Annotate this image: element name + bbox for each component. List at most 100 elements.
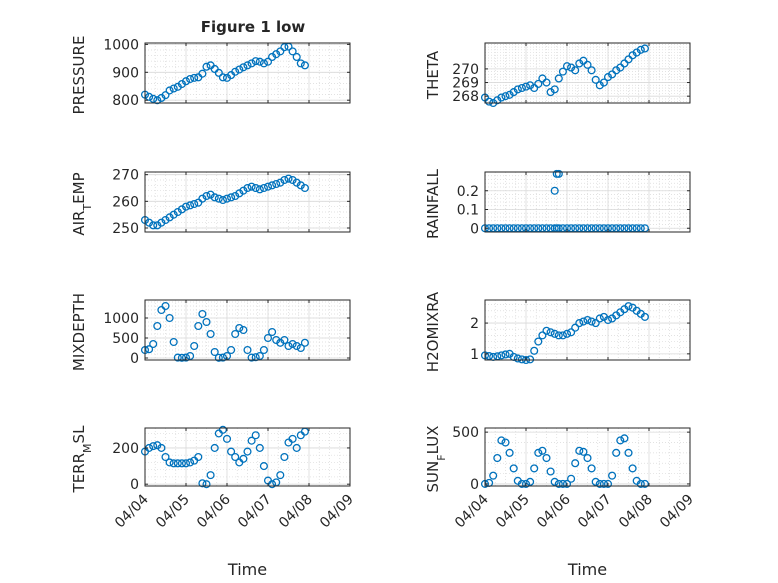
data-point: [493, 453, 502, 463]
y-tick-label: 0: [470, 221, 479, 237]
data-point: [550, 186, 559, 195]
data-point: [157, 305, 166, 315]
data-point: [280, 452, 289, 462]
data-point: [624, 302, 633, 311]
data-point: [288, 434, 297, 443]
data-point: [591, 75, 600, 84]
y-axis-label: TERRMSL: [70, 425, 94, 494]
data-point: [173, 207, 182, 217]
data-point: [153, 96, 162, 105]
data-point: [567, 328, 576, 337]
data-point: [165, 313, 174, 323]
data-point: [300, 183, 309, 193]
y-tick-label: 500: [112, 331, 139, 347]
data-point: [583, 315, 592, 325]
data-point: [534, 448, 543, 457]
data-point: [181, 77, 191, 86]
y-tick-label: 2: [470, 316, 479, 332]
data-point: [296, 181, 305, 190]
data-point: [194, 198, 203, 207]
data-point: [198, 194, 207, 203]
data-point: [567, 474, 576, 483]
data-point: [268, 181, 277, 190]
data-point: [149, 94, 158, 103]
data-point: [554, 479, 563, 488]
data-point: [501, 350, 510, 359]
data-point: [227, 345, 236, 355]
data-point: [558, 479, 567, 488]
data-point: [284, 174, 293, 183]
data-point: [251, 353, 260, 362]
y-axis-label: SUNFLUX: [424, 426, 448, 493]
data-point: [165, 458, 174, 467]
data-point: [165, 213, 174, 222]
data-point: [538, 74, 547, 83]
data-point: [591, 319, 600, 328]
data-point: [284, 341, 293, 351]
data-point: [259, 59, 268, 68]
data-point: [247, 436, 256, 445]
data-point: [235, 65, 244, 74]
data-point: [231, 67, 240, 76]
data-point: [243, 345, 252, 355]
data-point: [165, 86, 174, 95]
data-point: [587, 464, 596, 473]
data-point: [620, 59, 629, 68]
data-point: [489, 471, 498, 480]
y-tick-label: 500: [452, 425, 479, 441]
data-point: [255, 443, 264, 452]
data-point: [251, 183, 260, 193]
data-point: [575, 319, 584, 328]
data-point: [534, 337, 543, 346]
data-point: [292, 341, 301, 351]
data-point: [288, 47, 297, 56]
data-point: [255, 351, 264, 361]
data-point: [239, 63, 248, 72]
data-point: [608, 70, 617, 79]
y-tick-label: 1000: [103, 37, 139, 53]
data-point: [222, 194, 232, 203]
data-point: [599, 78, 608, 87]
data-point: [640, 44, 649, 53]
plot-area: [485, 428, 690, 486]
data-point: [583, 60, 592, 69]
x-axis-label: Time: [227, 560, 267, 579]
data-point: [169, 84, 178, 93]
data-point: [202, 62, 211, 71]
data-point: [206, 190, 215, 199]
data-point: [509, 464, 518, 473]
data-point: [288, 339, 297, 349]
y-tick-label: 270: [112, 168, 139, 184]
data-point: [161, 452, 170, 462]
data-point: [530, 464, 539, 473]
data-point: [497, 436, 506, 445]
data-point: [296, 59, 305, 68]
data-point: [231, 191, 240, 201]
y-tick-label: 260: [112, 194, 139, 210]
data-point: [231, 452, 240, 462]
y-tick-label: 0: [130, 351, 139, 367]
data-point: [206, 329, 215, 339]
data-point: [608, 471, 617, 480]
y-axis-label: MIXDEPTH: [70, 293, 88, 371]
data-point: [550, 85, 559, 94]
data-point: [562, 479, 572, 488]
data-point: [558, 331, 567, 340]
data-point: [218, 195, 227, 205]
y-tick-label: 269: [452, 76, 479, 92]
data-point: [599, 479, 608, 488]
data-point: [501, 92, 510, 101]
data-point: [239, 186, 248, 195]
data-point: [202, 191, 211, 201]
data-point: [222, 434, 232, 443]
data-point: [276, 178, 285, 187]
data-point: [583, 453, 592, 463]
data-point: [169, 337, 178, 347]
data-point: [521, 479, 531, 488]
data-point: [239, 454, 248, 463]
data-point: [292, 52, 301, 62]
data-point: [263, 333, 273, 343]
data-point: [239, 325, 248, 335]
